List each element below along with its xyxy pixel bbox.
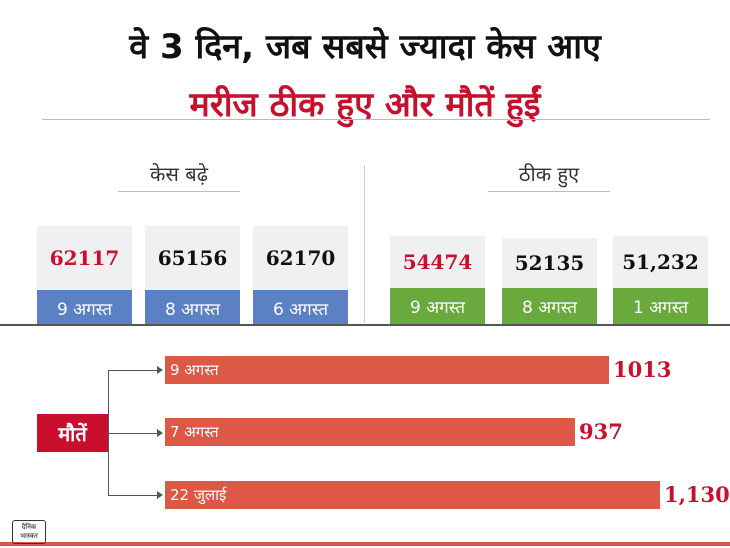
recovered-card: 52135 8 अगस्त	[502, 238, 597, 324]
death-bar-date: 22 जुलाई	[170, 486, 227, 504]
recovered-value: 54474	[390, 236, 485, 288]
cases-date: 6 अगस्त	[253, 290, 348, 326]
recovered-date: 9 अगस्त	[390, 288, 485, 324]
cards-baseline	[0, 324, 730, 326]
cases-card: 62170 6 अगस्त	[253, 226, 348, 326]
bottom-border	[0, 542, 730, 546]
death-bar-value: 1,130	[664, 482, 730, 507]
recovered-section-label: ठीक हुए	[518, 162, 580, 186]
death-bar	[165, 356, 609, 384]
recovered-card: 54474 9 अगस्त	[390, 236, 485, 324]
death-bar-date: 7 अगस्त	[170, 423, 219, 441]
cases-card: 65156 8 अगस्त	[145, 226, 240, 326]
recovered-card: 51,232 1 अगस्त	[613, 236, 708, 324]
section-divider	[364, 165, 365, 323]
death-bar-value: 937	[579, 419, 623, 444]
cases-value: 65156	[145, 226, 240, 290]
recovered-label-rule	[488, 191, 610, 192]
recovered-date: 8 अगस्त	[502, 288, 597, 324]
page-title: वे 3 दिन, जब सबसे ज्यादा केस आए	[129, 27, 601, 67]
cases-date: 9 अगस्त	[37, 290, 132, 326]
recovered-value: 52135	[502, 238, 597, 288]
connector-line	[108, 433, 158, 434]
connector-line	[108, 370, 158, 371]
arrow-icon	[157, 429, 163, 437]
recovered-value: 51,232	[613, 236, 708, 288]
connector-line	[108, 495, 158, 496]
arrow-icon	[157, 366, 163, 374]
title-divider	[42, 119, 710, 120]
death-bar-date: 9 अगस्त	[170, 361, 219, 379]
page-subtitle: मरीज ठीक हुए और मौतें हुईं	[189, 85, 541, 125]
deaths-label-box: मौतें	[37, 414, 108, 452]
cases-section-label: केस बढ़े	[150, 162, 208, 186]
cases-value: 62117	[37, 226, 132, 290]
death-bar	[165, 418, 575, 446]
cases-label-rule	[118, 191, 240, 192]
arrow-icon	[157, 491, 163, 499]
cases-date: 8 अगस्त	[145, 290, 240, 326]
connector-vertical	[108, 370, 109, 495]
cases-value: 62170	[253, 226, 348, 290]
death-bar-value: 1013	[613, 357, 672, 382]
recovered-date: 1 अगस्त	[613, 288, 708, 324]
cases-card: 62117 9 अगस्त	[37, 226, 132, 326]
dainik-bhaskar-logo: दैनिक भास्कर	[12, 520, 46, 544]
death-bar	[165, 481, 660, 509]
